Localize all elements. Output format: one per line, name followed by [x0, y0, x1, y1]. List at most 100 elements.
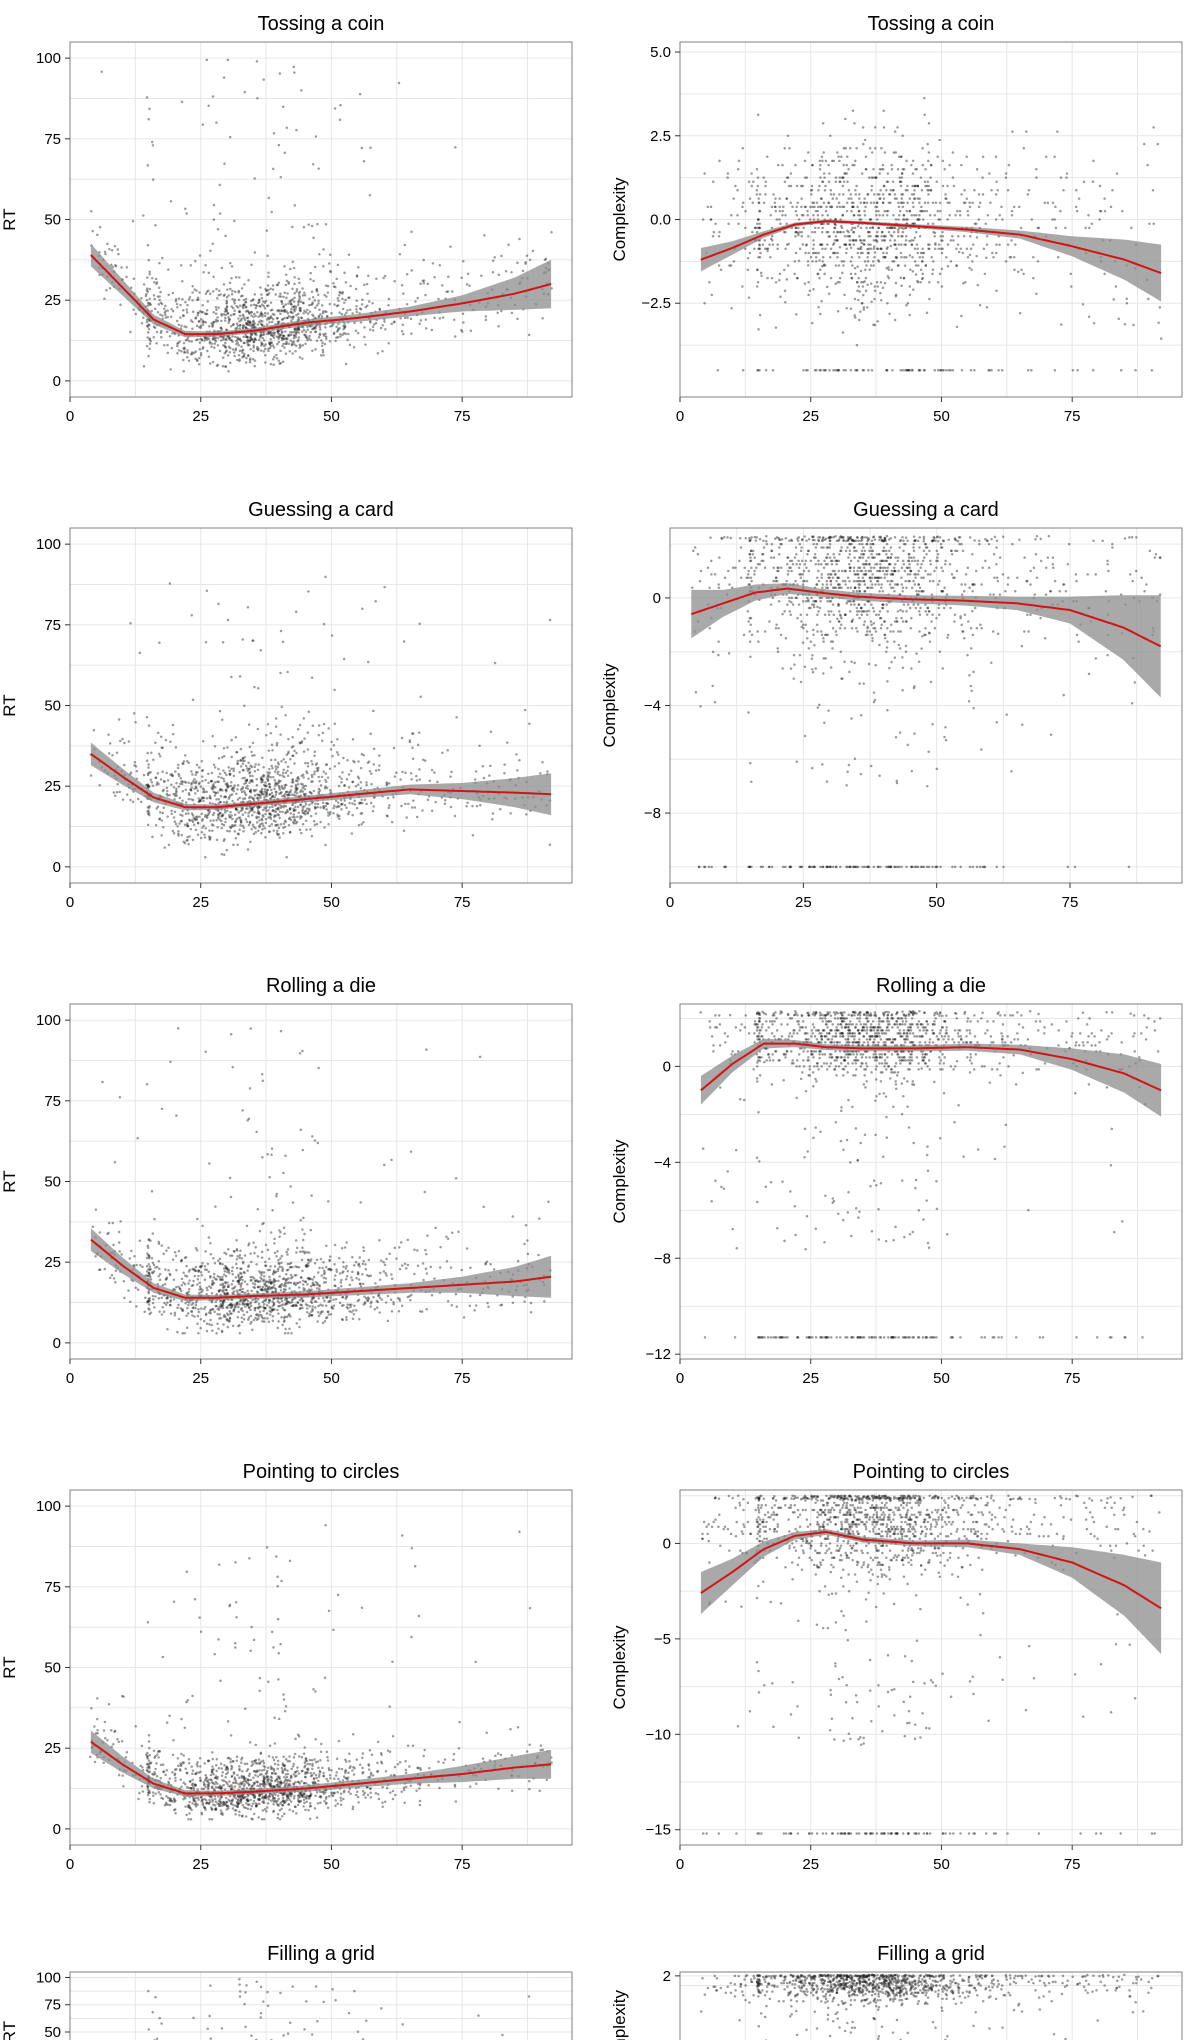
- scatter-point: [351, 780, 354, 784]
- scatter-point: [283, 316, 286, 320]
- scatter-point: [412, 799, 415, 802]
- scatter-point: [998, 214, 1001, 217]
- scatter-point: [262, 300, 265, 303]
- scatter-point: [853, 603, 856, 606]
- scatter-point: [910, 243, 914, 246]
- scatter-point: [858, 579, 861, 583]
- scatter-point: [906, 301, 910, 305]
- scatter-point: [247, 278, 250, 282]
- scatter-point: [204, 337, 208, 340]
- scatter-point: [988, 172, 991, 175]
- scatter-point: [228, 318, 231, 321]
- scatter-point: [1064, 589, 1068, 593]
- scatter-point: [883, 255, 886, 259]
- scatter-point: [226, 829, 229, 833]
- scatter-point: [790, 601, 793, 604]
- scatter-point: [275, 335, 278, 338]
- scatter-point: [198, 781, 201, 785]
- scatter-point: [1027, 188, 1031, 192]
- scatter-point: [277, 770, 280, 773]
- scatter-point: [127, 740, 131, 743]
- scatter-point: [91, 229, 94, 233]
- scatter-point: [888, 239, 892, 242]
- scatter-point: [832, 552, 835, 556]
- scatter-point: [863, 138, 867, 142]
- scatter-point: [266, 775, 270, 778]
- scatter-point: [290, 343, 294, 347]
- scatter-point: [221, 335, 224, 339]
- scatter-point: [241, 757, 245, 760]
- scatter-point: [357, 265, 360, 269]
- scatter-point: [856, 573, 860, 576]
- scatter-point: [231, 289, 234, 293]
- scatter-point: [870, 603, 873, 606]
- scatter-point: [164, 316, 167, 319]
- scatter-point: [729, 264, 733, 267]
- scatter-point: [858, 193, 861, 196]
- scatter-point: [259, 336, 262, 339]
- scatter-point: [294, 785, 298, 788]
- scatter-point: [193, 818, 197, 821]
- scatter-point: [541, 761, 544, 764]
- scatter-point: [314, 330, 317, 334]
- scatter-point: [359, 801, 363, 805]
- scatter-point: [928, 281, 931, 284]
- scatter-point: [147, 354, 150, 358]
- scatter-point: [277, 833, 281, 836]
- scatter-point: [189, 264, 193, 267]
- scatter-point: [848, 670, 851, 674]
- scatter-point: [284, 810, 288, 814]
- scatter-point: [938, 201, 942, 205]
- scatter-point: [276, 806, 280, 809]
- scatter-point: [183, 350, 186, 354]
- scatter-point: [291, 781, 295, 784]
- scatter-point: [292, 336, 296, 340]
- scatter-point: [911, 255, 914, 259]
- scatter-point: [818, 703, 821, 707]
- scatter-point: [262, 350, 266, 353]
- scatter-point: [202, 270, 205, 274]
- scatter-point: [241, 813, 245, 817]
- scatter-point: [383, 585, 386, 589]
- scatter-point: [812, 201, 816, 205]
- scatter-point: [242, 354, 245, 358]
- scatter-point: [883, 255, 887, 259]
- scatter-point: [941, 368, 944, 372]
- scatter-point: [201, 787, 205, 790]
- scatter-point: [223, 795, 226, 799]
- scatter-point: [254, 831, 258, 834]
- scatter-point: [156, 731, 160, 735]
- scatter-point: [828, 576, 831, 580]
- scatter-point: [1008, 255, 1012, 259]
- scatter-point: [761, 865, 765, 869]
- scatter-point: [187, 797, 191, 801]
- scatter-point: [187, 812, 190, 815]
- scatter-point: [237, 310, 241, 314]
- scatter-point: [213, 342, 217, 345]
- scatter-point: [929, 563, 932, 566]
- scatter-point: [290, 302, 293, 306]
- scatter-point: [268, 785, 272, 789]
- scatter-point: [726, 176, 729, 179]
- scatter-point: [320, 304, 324, 307]
- scatter-point: [778, 272, 782, 276]
- scatter-point: [824, 209, 828, 213]
- scatter-point: [316, 802, 320, 806]
- scatter-point: [216, 826, 219, 829]
- scatter-point: [1047, 534, 1051, 538]
- scatter-point: [838, 276, 842, 280]
- scatter-point: [874, 234, 878, 238]
- scatter-point: [145, 715, 149, 719]
- scatter-point: [257, 763, 261, 766]
- scatter-point: [911, 201, 915, 205]
- scatter-point: [254, 304, 258, 307]
- scatter-point: [853, 546, 856, 549]
- scatter-point: [145, 287, 149, 290]
- scatter-point: [971, 583, 974, 586]
- scatter-point: [286, 337, 289, 340]
- scatter-point: [888, 563, 891, 566]
- scatter-point: [268, 793, 271, 796]
- scatter-point: [201, 347, 204, 350]
- scatter-point: [235, 792, 238, 796]
- scatter-point: [278, 816, 281, 820]
